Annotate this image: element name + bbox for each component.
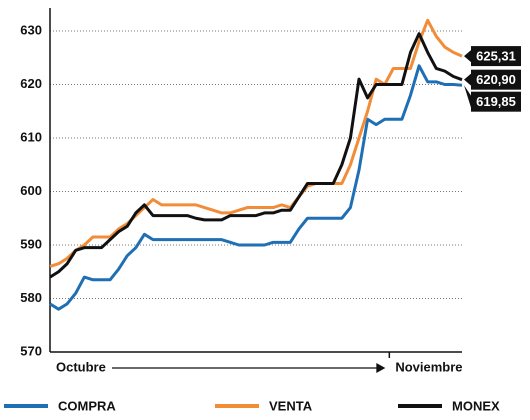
y-tick-label: 610: [20, 129, 42, 144]
y-tick-label: 580: [20, 290, 42, 305]
legend-label: COMPRA: [58, 398, 116, 413]
y-tick-label: 630: [20, 22, 42, 37]
series-line: [49, 32, 463, 279]
series-line: [49, 18, 463, 268]
value-label: 625,31: [476, 49, 516, 64]
legend-label: MONEX: [452, 398, 500, 413]
value-label: 619,85: [476, 94, 516, 109]
value-label-box: [471, 69, 521, 90]
legend-item: MONEX: [398, 398, 500, 413]
value-label-pointer: [464, 85, 471, 108]
y-tick-label: 620: [20, 76, 42, 91]
value-label-pointer: [464, 50, 471, 63]
value-label-box: [471, 91, 521, 112]
y-tick-label: 590: [20, 236, 42, 251]
legend-label: VENTA: [269, 398, 313, 413]
legend-item: COMPRA: [4, 398, 116, 413]
value-label: 620,90: [476, 72, 516, 87]
y-tick-label: 600: [20, 183, 42, 198]
legend-item: VENTA: [215, 398, 313, 413]
value-label-pointer: [464, 73, 471, 86]
y-tick-label: 570: [20, 343, 42, 358]
x-tick-label: Noviembre: [395, 359, 462, 374]
period-arrow-head: [376, 363, 386, 373]
series-line: [49, 64, 463, 311]
x-tick-label: Octubre: [56, 359, 106, 374]
value-label-box: [471, 46, 521, 67]
